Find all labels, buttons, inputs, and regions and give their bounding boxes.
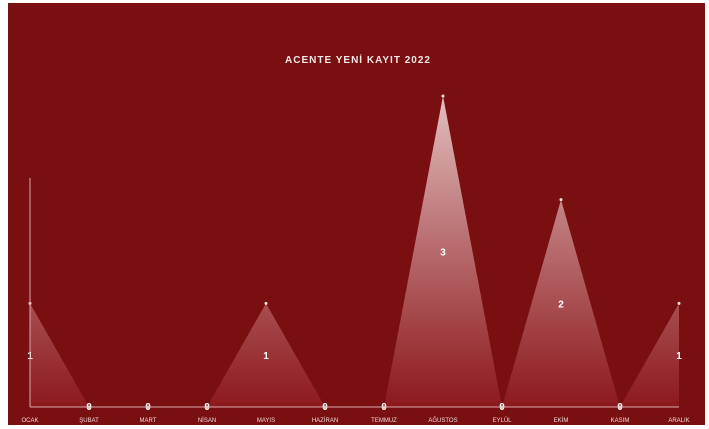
- data-point: [559, 198, 563, 202]
- x-tick-label: EYLÜL: [492, 417, 512, 424]
- data-label: 1: [676, 351, 682, 362]
- data-label: 3: [440, 248, 446, 259]
- chart-svg: ACENTE YENİ KAYIT 2022 100010030201 OCAK…: [21, 53, 690, 424]
- chart-title: ACENTE YENİ KAYIT 2022: [285, 53, 431, 66]
- x-tick-label: HAZİRAN: [312, 417, 338, 424]
- data-label: 2: [558, 299, 564, 310]
- x-tick-label: NİSAN: [198, 417, 216, 424]
- x-axis: OCAK ŞUBAT MART NİSAN MAYIS HAZİRAN TEMMUZ AĞUS…: [21, 178, 690, 424]
- x-tick-label: ARALIK: [668, 418, 689, 424]
- data-point: [264, 301, 268, 305]
- data-point: [441, 94, 445, 98]
- x-tick-label: MAYIS: [257, 418, 275, 424]
- x-tick-label: MART: [140, 418, 157, 424]
- x-tick-label: EKİM: [554, 417, 569, 424]
- x-tick-label: OCAK: [21, 418, 38, 424]
- x-tick-label: TEMMUZ: [371, 418, 397, 424]
- x-tick-label: ŞUBAT: [79, 418, 99, 424]
- series-layer: 100010030201: [27, 94, 682, 413]
- data-point: [677, 301, 681, 305]
- x-tick-label: KASIM: [611, 418, 630, 424]
- chart-area: ACENTE YENİ KAYIT 2022 100010030201 OCAK…: [8, 3, 705, 425]
- data-label: 1: [263, 351, 269, 362]
- x-tick-label: AĞUSTOS: [428, 417, 457, 424]
- area-series: [30, 96, 679, 407]
